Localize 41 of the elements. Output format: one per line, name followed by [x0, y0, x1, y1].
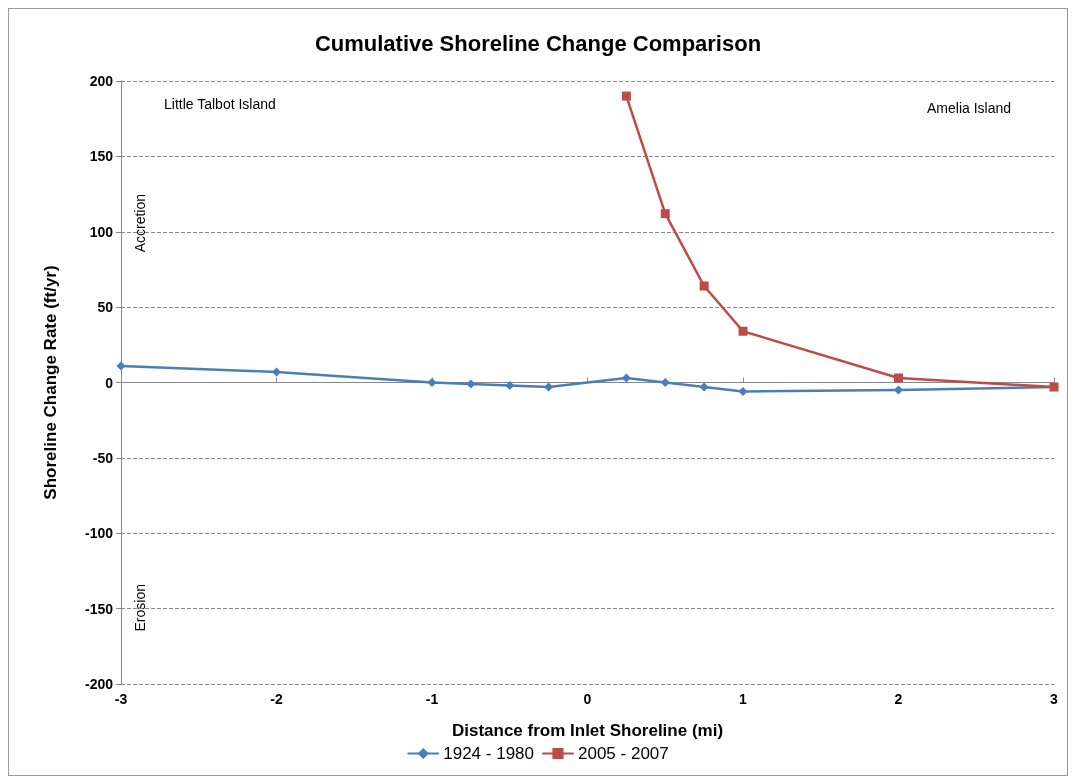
point — [894, 373, 903, 383]
x-tick-label: -1 — [425, 691, 439, 707]
y-tick-label: 50 — [97, 299, 114, 316]
annotation: Little Talbot Island — [164, 96, 276, 112]
point — [699, 281, 709, 291]
y-axis-title: Shoreline Change Rate (ft/yr) — [41, 265, 60, 500]
y-tick-label: 150 — [89, 148, 114, 165]
point — [621, 91, 631, 101]
y-tick-label: -100 — [84, 525, 114, 542]
point — [660, 378, 670, 387]
x-tick-label: 1 — [739, 691, 748, 707]
point — [621, 373, 631, 383]
point — [427, 378, 437, 387]
annotation: Accretion — [132, 194, 148, 253]
point — [660, 209, 670, 219]
point — [544, 382, 554, 392]
x-tick-label: -3 — [114, 691, 128, 707]
legend-label: 2005 - 2007 — [578, 744, 669, 763]
y-tick-label: 0 — [105, 374, 114, 391]
chart-title: Cumulative Shoreline Change Comparison — [314, 30, 762, 56]
point — [272, 367, 281, 377]
y-tick-label: -50 — [92, 449, 114, 466]
x-tick-label: 0 — [583, 691, 592, 707]
legend-label: 1924 - 1980 — [443, 744, 535, 763]
point — [894, 385, 903, 395]
point — [505, 381, 515, 391]
point — [116, 361, 126, 371]
x-tick-label: -2 — [270, 691, 283, 707]
x-tick-label: 2 — [894, 691, 903, 707]
x-tick-label: 3 — [1050, 691, 1059, 707]
y-tick-label: -150 — [84, 600, 114, 617]
y-tick-label: -200 — [84, 676, 114, 692]
point — [738, 387, 748, 397]
x-axis-title: Distance from Inlet Shoreline (mi) — [451, 721, 724, 740]
point — [738, 326, 748, 336]
point — [699, 382, 709, 392]
y-tick-label: 200 — [89, 73, 114, 89]
point — [466, 379, 476, 389]
annotation: Amelia Island — [927, 100, 1012, 116]
y-tick-label: 100 — [89, 223, 114, 240]
annotation: Erosion — [132, 584, 148, 632]
